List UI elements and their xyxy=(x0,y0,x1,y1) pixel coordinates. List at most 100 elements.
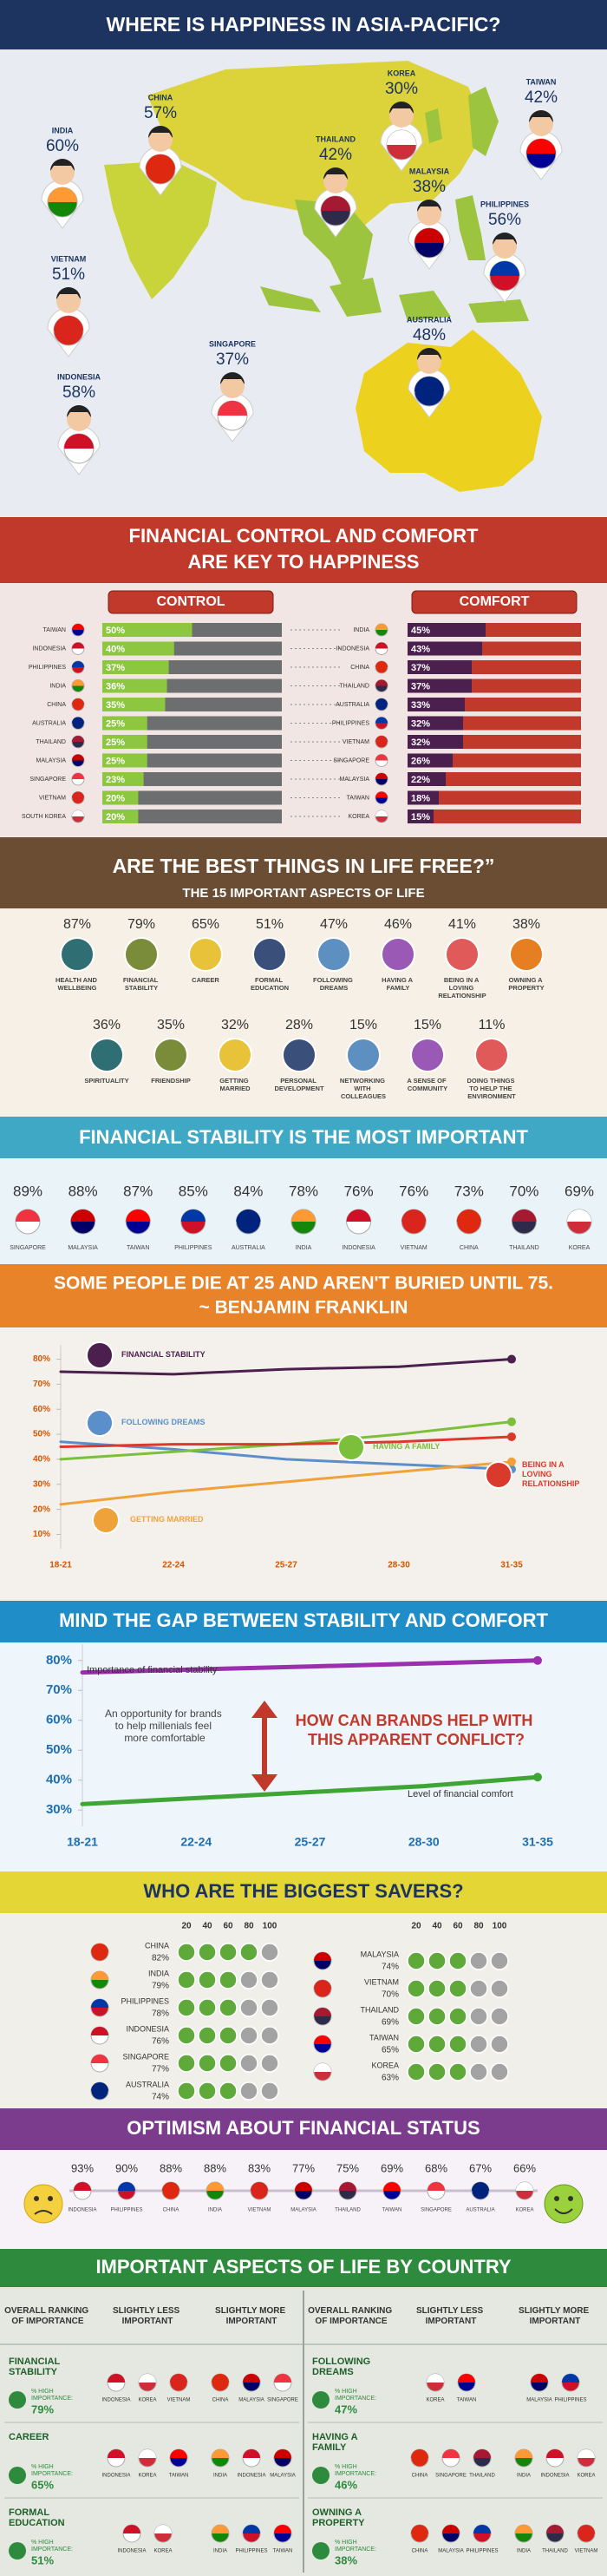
end-dot xyxy=(507,1457,516,1466)
coin xyxy=(239,1943,258,1962)
aspect-value: 41% xyxy=(448,917,476,932)
flag xyxy=(290,1209,317,1235)
flag xyxy=(273,2448,292,2468)
flag xyxy=(169,2448,188,2468)
section-header xyxy=(0,1601,607,1642)
coin xyxy=(448,2007,467,2026)
aspect-icon xyxy=(9,2391,26,2409)
aspect-name: OWNING A PROPERTY xyxy=(312,2507,365,2528)
country-value: 83% xyxy=(248,2161,271,2174)
coin xyxy=(239,2054,258,2073)
country-name: MALAYSIA xyxy=(409,167,450,175)
bar xyxy=(408,678,472,693)
aspect-icon xyxy=(312,2467,330,2484)
coin xyxy=(198,1943,217,1962)
scale-label: 40 xyxy=(432,1922,442,1931)
flag-half xyxy=(91,1999,108,2008)
flag xyxy=(313,2035,332,2054)
flag-half xyxy=(123,2525,140,2533)
country-name: INDONESIA xyxy=(101,2398,130,2403)
end-dot xyxy=(533,1773,542,1782)
flag-half xyxy=(118,2182,135,2191)
flag xyxy=(206,2181,225,2200)
coin xyxy=(177,2081,196,2101)
flag-half xyxy=(212,2374,229,2383)
flag-half xyxy=(314,1952,331,1961)
country-name: THAILAND xyxy=(36,739,66,745)
land xyxy=(295,200,373,295)
scale-label: 100 xyxy=(493,1922,507,1931)
hair xyxy=(323,167,348,180)
flag-half xyxy=(387,130,416,145)
series-label: FINANCIAL STABILITY xyxy=(121,1350,206,1359)
scale-label: 20 xyxy=(181,1922,192,1931)
series-label: FOLLOWING DREAMS xyxy=(121,1418,206,1426)
section-title: IMPORTANT ASPECTS OF LIFE BY COUNTRY xyxy=(95,2256,511,2278)
bar-track xyxy=(408,810,581,823)
land xyxy=(455,195,486,260)
country-name: AUSTRALIA xyxy=(407,315,452,324)
aspect-name: HEALTH AND WELLBEING xyxy=(55,976,99,992)
aspect-name: FORMAL EDUCATION xyxy=(9,2507,65,2528)
saver-value: 70% xyxy=(382,1990,399,2000)
aspect-value: 35% xyxy=(157,1018,185,1032)
flag xyxy=(180,1209,206,1235)
country-name: PHILIPPINES xyxy=(110,2208,142,2213)
flag-half xyxy=(375,810,388,816)
coin xyxy=(448,1979,467,1998)
land xyxy=(356,330,542,492)
y-tick-label: 50% xyxy=(46,1742,72,1757)
aspect-value: 79% xyxy=(127,917,155,932)
eye xyxy=(568,2196,573,2201)
coin xyxy=(239,1998,258,2017)
flag xyxy=(441,2524,460,2543)
aspect-value: 36% xyxy=(93,1018,121,1032)
flag-half xyxy=(218,401,247,416)
country-name: VIETNAM xyxy=(575,2549,598,2554)
bar-track xyxy=(408,772,581,786)
country-name: KOREA xyxy=(138,2474,156,2479)
x-tick-label: 31-35 xyxy=(522,1835,553,1849)
happiness-value: 42% xyxy=(319,146,352,164)
flag-half xyxy=(375,773,388,779)
country-value: 88% xyxy=(69,1183,98,1199)
flag-half xyxy=(375,736,388,742)
country-name: PHILIPPINES xyxy=(554,2398,586,2403)
flag xyxy=(250,2181,269,2200)
country-name: VIETNAM xyxy=(364,1977,399,1986)
bar xyxy=(408,735,463,749)
end-dot xyxy=(507,1417,516,1426)
flag-half xyxy=(567,1209,591,1222)
flag xyxy=(138,2373,157,2392)
flag xyxy=(382,2181,401,2200)
flag-half xyxy=(442,2525,460,2533)
aspect-icon xyxy=(124,937,159,972)
flag xyxy=(514,2524,533,2543)
flag-half xyxy=(72,642,84,649)
flag-half xyxy=(274,2374,291,2383)
aspect-name: GETTING MARRIED xyxy=(219,1077,251,1092)
flag xyxy=(242,2448,261,2468)
aspect-icon xyxy=(381,937,415,972)
bar xyxy=(102,716,147,731)
aspect-icon xyxy=(317,937,351,972)
importance-value: 79% xyxy=(31,2402,54,2415)
country-value: 68% xyxy=(425,2161,447,2174)
flag-half xyxy=(578,2525,595,2533)
flag-half xyxy=(428,2182,445,2191)
country-name: PHILIPPINES xyxy=(332,720,370,726)
country-name: MALAYSIA xyxy=(36,757,67,764)
happy-face xyxy=(544,2184,584,2224)
coin xyxy=(219,2054,238,2073)
value-label: 20% xyxy=(106,793,125,803)
aspect-icon xyxy=(252,937,287,972)
flag xyxy=(338,2181,357,2200)
country-name: TAIWAN xyxy=(382,2208,402,2213)
coin xyxy=(428,1979,447,1998)
flag xyxy=(375,698,388,711)
flag xyxy=(90,1998,109,2017)
aspect-name: DOING THINGS TO HELP THE ENVIRONMENT xyxy=(467,1077,516,1100)
bar xyxy=(408,790,439,805)
value-label: 43% xyxy=(411,644,430,654)
flag xyxy=(71,679,85,692)
